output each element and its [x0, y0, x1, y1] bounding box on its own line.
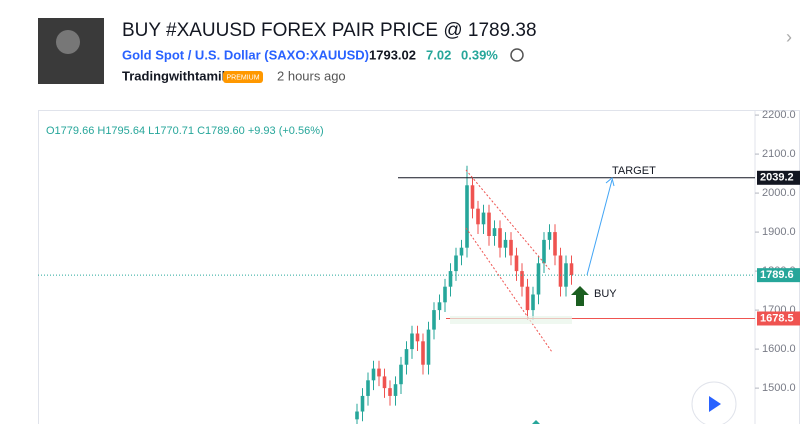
candle-body: [459, 247, 464, 256]
channel-line: [465, 169, 551, 271]
candle-body: [498, 228, 502, 248]
target-label: TARGET: [612, 165, 656, 177]
candle-body: [360, 395, 365, 412]
y-tick-label: 1600.0: [762, 343, 796, 355]
candle-body: [432, 310, 436, 330]
candle-body: [487, 212, 491, 236]
candle-body: [470, 185, 475, 209]
symbol-link[interactable]: Gold Spot / U.S. Dollar (SAXO:XAUUSD): [122, 47, 369, 62]
candle-body: [421, 341, 425, 365]
candle-body: [520, 271, 524, 287]
avatar-face: [56, 30, 80, 54]
candle-body: [443, 286, 447, 303]
candle-body: [454, 255, 458, 272]
candle-body: [536, 263, 541, 295]
candle-body: [399, 364, 403, 385]
candle-body: [355, 411, 359, 420]
author[interactable]: Tradingwithtamil: [122, 68, 225, 83]
level-label: 1678.5: [760, 312, 794, 324]
candle-body: [366, 380, 370, 396]
candle-body: [404, 349, 409, 365]
candle-body: [531, 294, 535, 311]
time: 2 hours ago: [277, 68, 346, 83]
change-pct: 0.39%: [461, 47, 498, 62]
candle-body: [410, 333, 414, 350]
candle-body: [476, 208, 480, 225]
price: 1793.02: [369, 47, 416, 62]
candle-body: [448, 271, 453, 287]
candle-body: [371, 368, 376, 381]
candle-body: [558, 255, 563, 287]
target-arrow: [586, 179, 613, 276]
badge-bg: [223, 71, 263, 83]
level-label: 1789.6: [760, 269, 794, 281]
play-icon: [709, 396, 721, 412]
y-tick-label: 2200.0: [762, 109, 796, 121]
badge: PREMIUM: [226, 74, 259, 81]
y-tick-label: 2100.0: [762, 148, 796, 160]
plot: 1500.01600.01700.01800.01900.02000.02100…: [38, 109, 800, 429]
level-tag: [757, 311, 800, 326]
buy-label: BUY: [594, 288, 617, 300]
candle-body: [509, 239, 513, 256]
idea-title: BUY #XAUUSD FOREX PAIR PRICE @ 1789.38: [122, 20, 537, 41]
close-icon[interactable]: ›: [786, 27, 792, 47]
candle-body: [569, 263, 574, 275]
candle-body: [437, 302, 442, 311]
candle-body: [481, 212, 486, 225]
candle-body: [388, 388, 392, 396]
candle-body: [465, 185, 469, 248]
channel-line: [465, 227, 553, 353]
y-tick-label: 1900.0: [762, 226, 796, 238]
candle-body: [382, 376, 387, 389]
candle-body: [514, 255, 519, 272]
level-tag: [757, 170, 800, 185]
candle-body: [492, 228, 497, 236]
level-label: 2039.2: [760, 172, 794, 184]
level-tag: [757, 268, 800, 283]
alert-icon[interactable]: [510, 48, 524, 62]
ohlc-legend: O1779.66 H1795.64 L1770.71 C1789.60 +9.9…: [46, 125, 324, 137]
zone: [450, 316, 572, 324]
arrow-head: [605, 177, 615, 187]
change: 7.02: [426, 47, 451, 62]
candle-body: [525, 286, 530, 311]
candle-body: [377, 368, 381, 377]
candle-body: [542, 239, 546, 264]
candle-body: [393, 384, 398, 396]
candle-body: [547, 232, 552, 240]
candle-body: [415, 333, 420, 342]
y-tick-label: 2000.0: [762, 187, 796, 199]
candle-body: [553, 232, 557, 256]
candle-body: [503, 239, 508, 248]
y-tick-label: 1500.0: [762, 382, 796, 394]
candle-body: [426, 329, 431, 365]
buy-arrow: [571, 286, 589, 306]
